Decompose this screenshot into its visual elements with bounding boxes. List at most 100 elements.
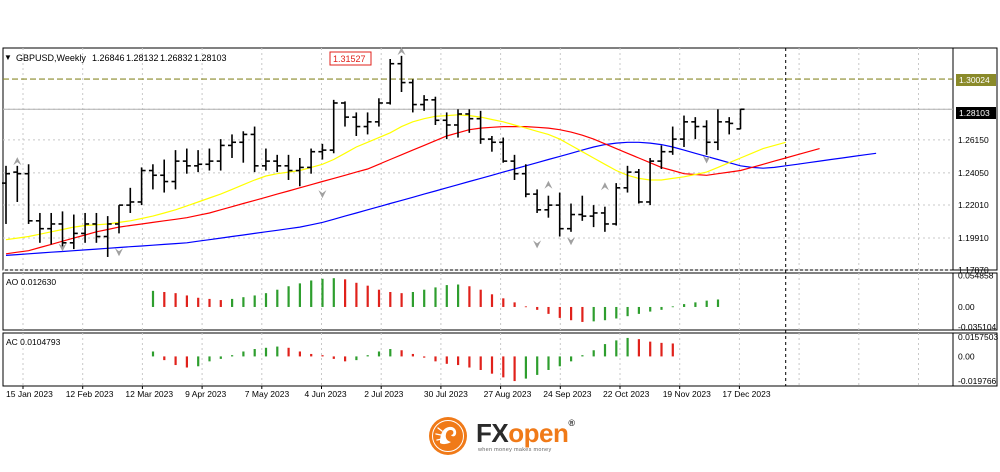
ohlc-low: 1.26832: [160, 53, 193, 63]
ohlc-bar: [476, 110, 485, 144]
ohlc-bar: [216, 139, 225, 171]
ac-bar: [377, 351, 381, 357]
ohlc-bar: [148, 164, 157, 190]
ac-bar: [389, 349, 392, 357]
pane-frame-1: [2, 272, 998, 331]
ohlc-bar: [702, 120, 711, 155]
current-price-label: 1.28103: [959, 108, 990, 118]
ohlc-bar: [47, 212, 56, 245]
ao-bar: [513, 302, 516, 307]
time-axis-label: 15 Jan 2023: [6, 389, 53, 399]
ac-bar: [660, 342, 663, 357]
ao-bar: [276, 289, 279, 307]
ohlc-bar: [58, 211, 67, 250]
time-axis-label: 30 Jul 2023: [424, 389, 468, 399]
ao-bar: [615, 306, 618, 319]
chart-grid: [3, 48, 953, 386]
ao-bar: [174, 293, 177, 307]
ao-bar: [344, 279, 347, 307]
ac-bar: [411, 353, 414, 357]
ao-bar: [570, 306, 573, 321]
ac-bar: [185, 356, 188, 368]
ac-bar: [208, 356, 211, 362]
ohlc-bar: [499, 137, 508, 163]
time-axis-label: 27 Aug 2023: [484, 389, 532, 399]
pane-frame-2: [2, 332, 998, 387]
ac-bar: [219, 356, 222, 359]
ohlc-bar: [668, 126, 677, 155]
ac-bar: [592, 350, 595, 357]
ohlc-bar: [374, 98, 383, 127]
fractal-up-marker: [13, 157, 22, 166]
ac-bar: [332, 356, 335, 359]
ac-bar: [434, 356, 437, 362]
ohlc-bar: [92, 212, 101, 243]
ohlc-bar: [2, 165, 10, 224]
ac-axis-tick: 0.00: [958, 351, 975, 361]
ao-bar: [231, 298, 234, 307]
ac-bar: [151, 351, 155, 357]
ohlc-bar: [680, 115, 688, 147]
ma-fast-line: [5, 114, 786, 241]
ao-bar: [253, 295, 256, 307]
price-bars: [2, 55, 745, 257]
ohlc-bar: [725, 117, 734, 135]
ac-bar: [502, 356, 505, 378]
ohlc-bar: [261, 148, 270, 171]
ohlc-bar: [634, 168, 643, 204]
fractal-markers: [13, 47, 711, 257]
pane-frame-0: [2, 47, 998, 271]
ohlc-bar: [171, 150, 180, 190]
ohlc-bar: [454, 109, 462, 138]
ac-bar: [287, 347, 290, 357]
ao-bar: [671, 306, 674, 308]
ac-bar: [242, 351, 245, 357]
panes-background: [2, 47, 998, 387]
ohlc-bar: [24, 164, 33, 224]
peak-label-box: [329, 51, 372, 66]
ac-bar: [445, 356, 448, 364]
ao-bar: [524, 306, 527, 308]
main-axis-tick: 1.26150: [958, 135, 989, 145]
ac-bar: [603, 344, 607, 357]
ao-bar: [411, 292, 414, 307]
ac-bar: [174, 356, 177, 366]
ohlc-bar: [713, 109, 722, 151]
ohlc-bar: [182, 148, 191, 174]
ac-bar: [547, 356, 550, 370]
ac-bar: [276, 346, 279, 357]
ohlc-bar: [228, 134, 236, 158]
fractal-up-marker: [544, 180, 553, 189]
trading-terminal-chart: 1.26150 1.24050 1.22010 1.19910 1.178700.054…: [2, 47, 998, 399]
ac-axis-tick: 0.0157503: [958, 332, 998, 342]
ohlc-bar: [126, 187, 135, 213]
ao-bar: [377, 289, 381, 307]
ao-bar: [445, 285, 448, 307]
ac-bar: [637, 339, 640, 357]
ac-bar: [355, 356, 358, 361]
fractal-down-marker: [115, 248, 123, 257]
ohlc-bar: [103, 216, 112, 257]
symbol-header: GBPUSD,Weekly: [16, 53, 86, 63]
ao-bar: [479, 289, 482, 307]
ohlc-bar: [567, 203, 575, 232]
ohlc-bar: [160, 159, 169, 193]
ac-label: AC 0.0104793: [6, 337, 61, 347]
ao-bar: [468, 286, 471, 307]
ohlc-open: 1.26846: [92, 53, 125, 63]
fractal-up-marker: [600, 182, 609, 191]
ac-bar: [321, 355, 324, 357]
ac-bar: [344, 356, 347, 362]
ac-bar: [649, 341, 652, 357]
ac-bar: [253, 349, 256, 357]
current-price-box: [956, 107, 996, 119]
ohlc-bar: [273, 154, 282, 173]
ohlc-bar: [194, 150, 203, 173]
level-line-label: 1.30024: [959, 75, 990, 85]
chart-menu-arrow[interactable]: ▼: [4, 53, 12, 62]
ohlc-bar: [35, 212, 44, 243]
ohlc-bar: [81, 212, 90, 243]
ac-bar: [626, 337, 629, 357]
ao-label: AO 0.012630: [6, 277, 56, 287]
ao-axis-tick: 0.054858: [958, 270, 994, 280]
